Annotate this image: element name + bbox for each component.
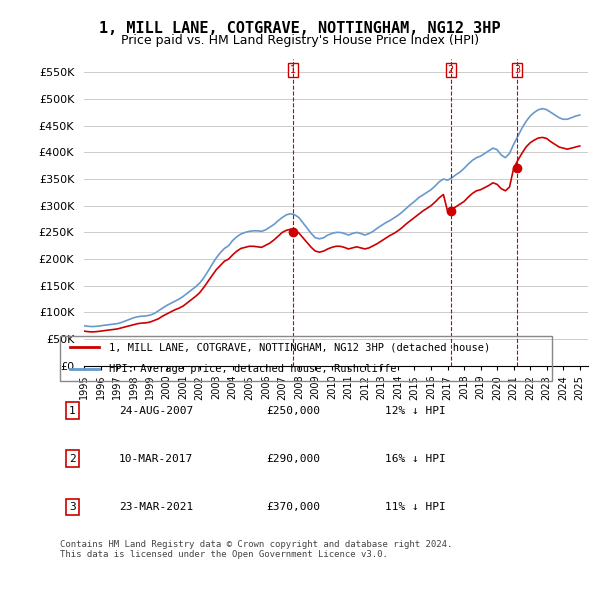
Text: 2: 2 — [69, 454, 76, 464]
Text: 1, MILL LANE, COTGRAVE, NOTTINGHAM, NG12 3HP: 1, MILL LANE, COTGRAVE, NOTTINGHAM, NG12… — [99, 21, 501, 35]
Text: £370,000: £370,000 — [266, 502, 320, 512]
Text: 1: 1 — [290, 65, 296, 75]
Text: HPI: Average price, detached house, Rushcliffe: HPI: Average price, detached house, Rush… — [109, 365, 397, 375]
Text: 3: 3 — [514, 65, 520, 75]
Text: 1: 1 — [69, 405, 76, 415]
Text: Contains HM Land Registry data © Crown copyright and database right 2024.
This d: Contains HM Land Registry data © Crown c… — [60, 540, 452, 559]
Text: 1, MILL LANE, COTGRAVE, NOTTINGHAM, NG12 3HP (detached house): 1, MILL LANE, COTGRAVE, NOTTINGHAM, NG12… — [109, 342, 490, 352]
Text: 24-AUG-2007: 24-AUG-2007 — [119, 405, 193, 415]
Text: 2: 2 — [448, 65, 454, 75]
Text: £290,000: £290,000 — [266, 454, 320, 464]
Text: 10-MAR-2017: 10-MAR-2017 — [119, 454, 193, 464]
Text: 23-MAR-2021: 23-MAR-2021 — [119, 502, 193, 512]
Text: £250,000: £250,000 — [266, 405, 320, 415]
Text: 16% ↓ HPI: 16% ↓ HPI — [385, 454, 445, 464]
Text: 3: 3 — [69, 502, 76, 512]
Text: 12% ↓ HPI: 12% ↓ HPI — [385, 405, 445, 415]
Text: 11% ↓ HPI: 11% ↓ HPI — [385, 502, 445, 512]
Text: Price paid vs. HM Land Registry's House Price Index (HPI): Price paid vs. HM Land Registry's House … — [121, 34, 479, 47]
